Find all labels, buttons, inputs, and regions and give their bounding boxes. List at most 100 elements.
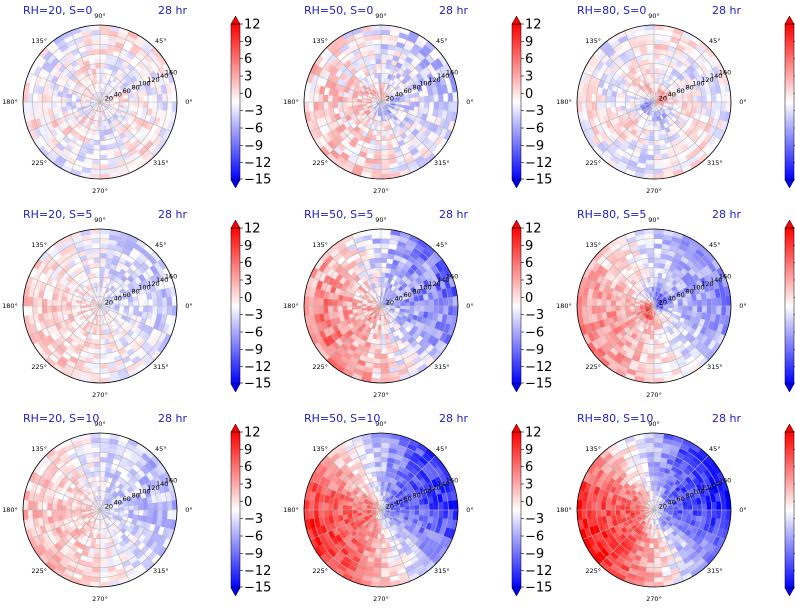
field-cell (673, 302, 679, 306)
angle-tick-label: 315° (153, 363, 169, 371)
field-cell (135, 35, 147, 45)
field-cell (365, 44, 375, 51)
field-cell (372, 89, 377, 95)
field-cell (696, 101, 703, 109)
field-cell (388, 35, 399, 42)
field-cell (396, 240, 407, 249)
field-cell (368, 118, 374, 125)
field-cell (411, 325, 419, 333)
field-cell (358, 89, 365, 95)
field-cell (353, 294, 359, 300)
field-cell (133, 101, 139, 108)
field-cell (612, 56, 622, 65)
field-cell (363, 319, 370, 326)
field-cell (99, 49, 107, 55)
field-cell (408, 164, 420, 174)
colorbar-tick-label: 3 (525, 70, 533, 85)
field-cell (114, 359, 125, 367)
field-cell (380, 253, 388, 259)
field-cell (633, 315, 639, 321)
field-cell (91, 243, 100, 249)
field-cell (369, 263, 376, 269)
field-cell (658, 134, 665, 141)
field-cell (654, 121, 658, 127)
field-cell (42, 347, 53, 358)
grid-spoke (70, 234, 101, 307)
field-cell (82, 319, 89, 326)
radial-tick-label: 80 (131, 83, 139, 91)
field-cell (160, 109, 167, 120)
field-cell (99, 281, 104, 287)
field-cell (375, 344, 382, 350)
field-cell (646, 49, 654, 55)
field-cell (636, 366, 647, 373)
field-cell (386, 312, 392, 318)
field-cell (339, 85, 346, 93)
field-cell (375, 82, 380, 89)
field-cell (323, 306, 329, 314)
field-cell (697, 54, 708, 64)
field-cell (593, 282, 601, 292)
field-cell (47, 95, 53, 103)
field-cell (582, 333, 592, 345)
field-cell (701, 50, 712, 61)
field-cell (50, 137, 60, 147)
field-cell (147, 94, 153, 102)
field-cell (400, 64, 408, 72)
field-cell (366, 153, 375, 160)
field-cell (443, 277, 451, 289)
field-cell (404, 55, 414, 64)
field-cell (380, 53, 388, 60)
field-cell (606, 146, 617, 156)
field-cell (579, 324, 588, 336)
field-cell (686, 139, 696, 148)
field-cell (354, 347, 363, 356)
field-cell (687, 39, 698, 49)
field-cell (620, 306, 626, 311)
field-cell (392, 115, 399, 122)
field-cell (422, 149, 433, 160)
field-cell (45, 334, 55, 345)
field-cell (382, 297, 386, 302)
field-cell (648, 344, 655, 350)
field-cell (388, 297, 394, 302)
field-cell (653, 262, 660, 268)
field-cell (370, 377, 382, 383)
colorbar-extend-min (784, 179, 795, 189)
field-cell (103, 88, 108, 94)
field-cell (400, 252, 410, 261)
colorbar-tick-label: −9 (244, 139, 263, 154)
field-cell (667, 307, 674, 311)
field-cell (661, 289, 666, 295)
field-cell (706, 101, 712, 110)
field-cell (658, 323, 664, 330)
field-cell (373, 125, 379, 131)
field-cell (400, 302, 406, 306)
field-cell (635, 105, 641, 110)
field-cell (434, 116, 442, 126)
field-cell (439, 331, 448, 343)
field-cell (397, 313, 404, 319)
field-cell (409, 351, 420, 361)
field-cell (430, 132, 440, 144)
field-cell (96, 329, 101, 335)
radial-tick-label: 140 (156, 276, 168, 284)
field-cell (625, 298, 631, 304)
field-cell (672, 168, 684, 177)
field-cell (654, 106, 656, 112)
field-cell (56, 306, 62, 312)
field-cell (640, 290, 646, 296)
field-cell (385, 301, 390, 305)
field-cell (100, 339, 106, 345)
field-cell (593, 116, 601, 127)
field-cell (642, 74, 648, 80)
field-cell (162, 277, 170, 289)
field-cell (95, 272, 100, 278)
field-cell (397, 109, 404, 115)
field-cell (422, 311, 429, 319)
field-cell (394, 307, 401, 311)
field-cell (304, 286, 312, 298)
field-cell (396, 36, 407, 45)
field-cell (37, 297, 43, 307)
